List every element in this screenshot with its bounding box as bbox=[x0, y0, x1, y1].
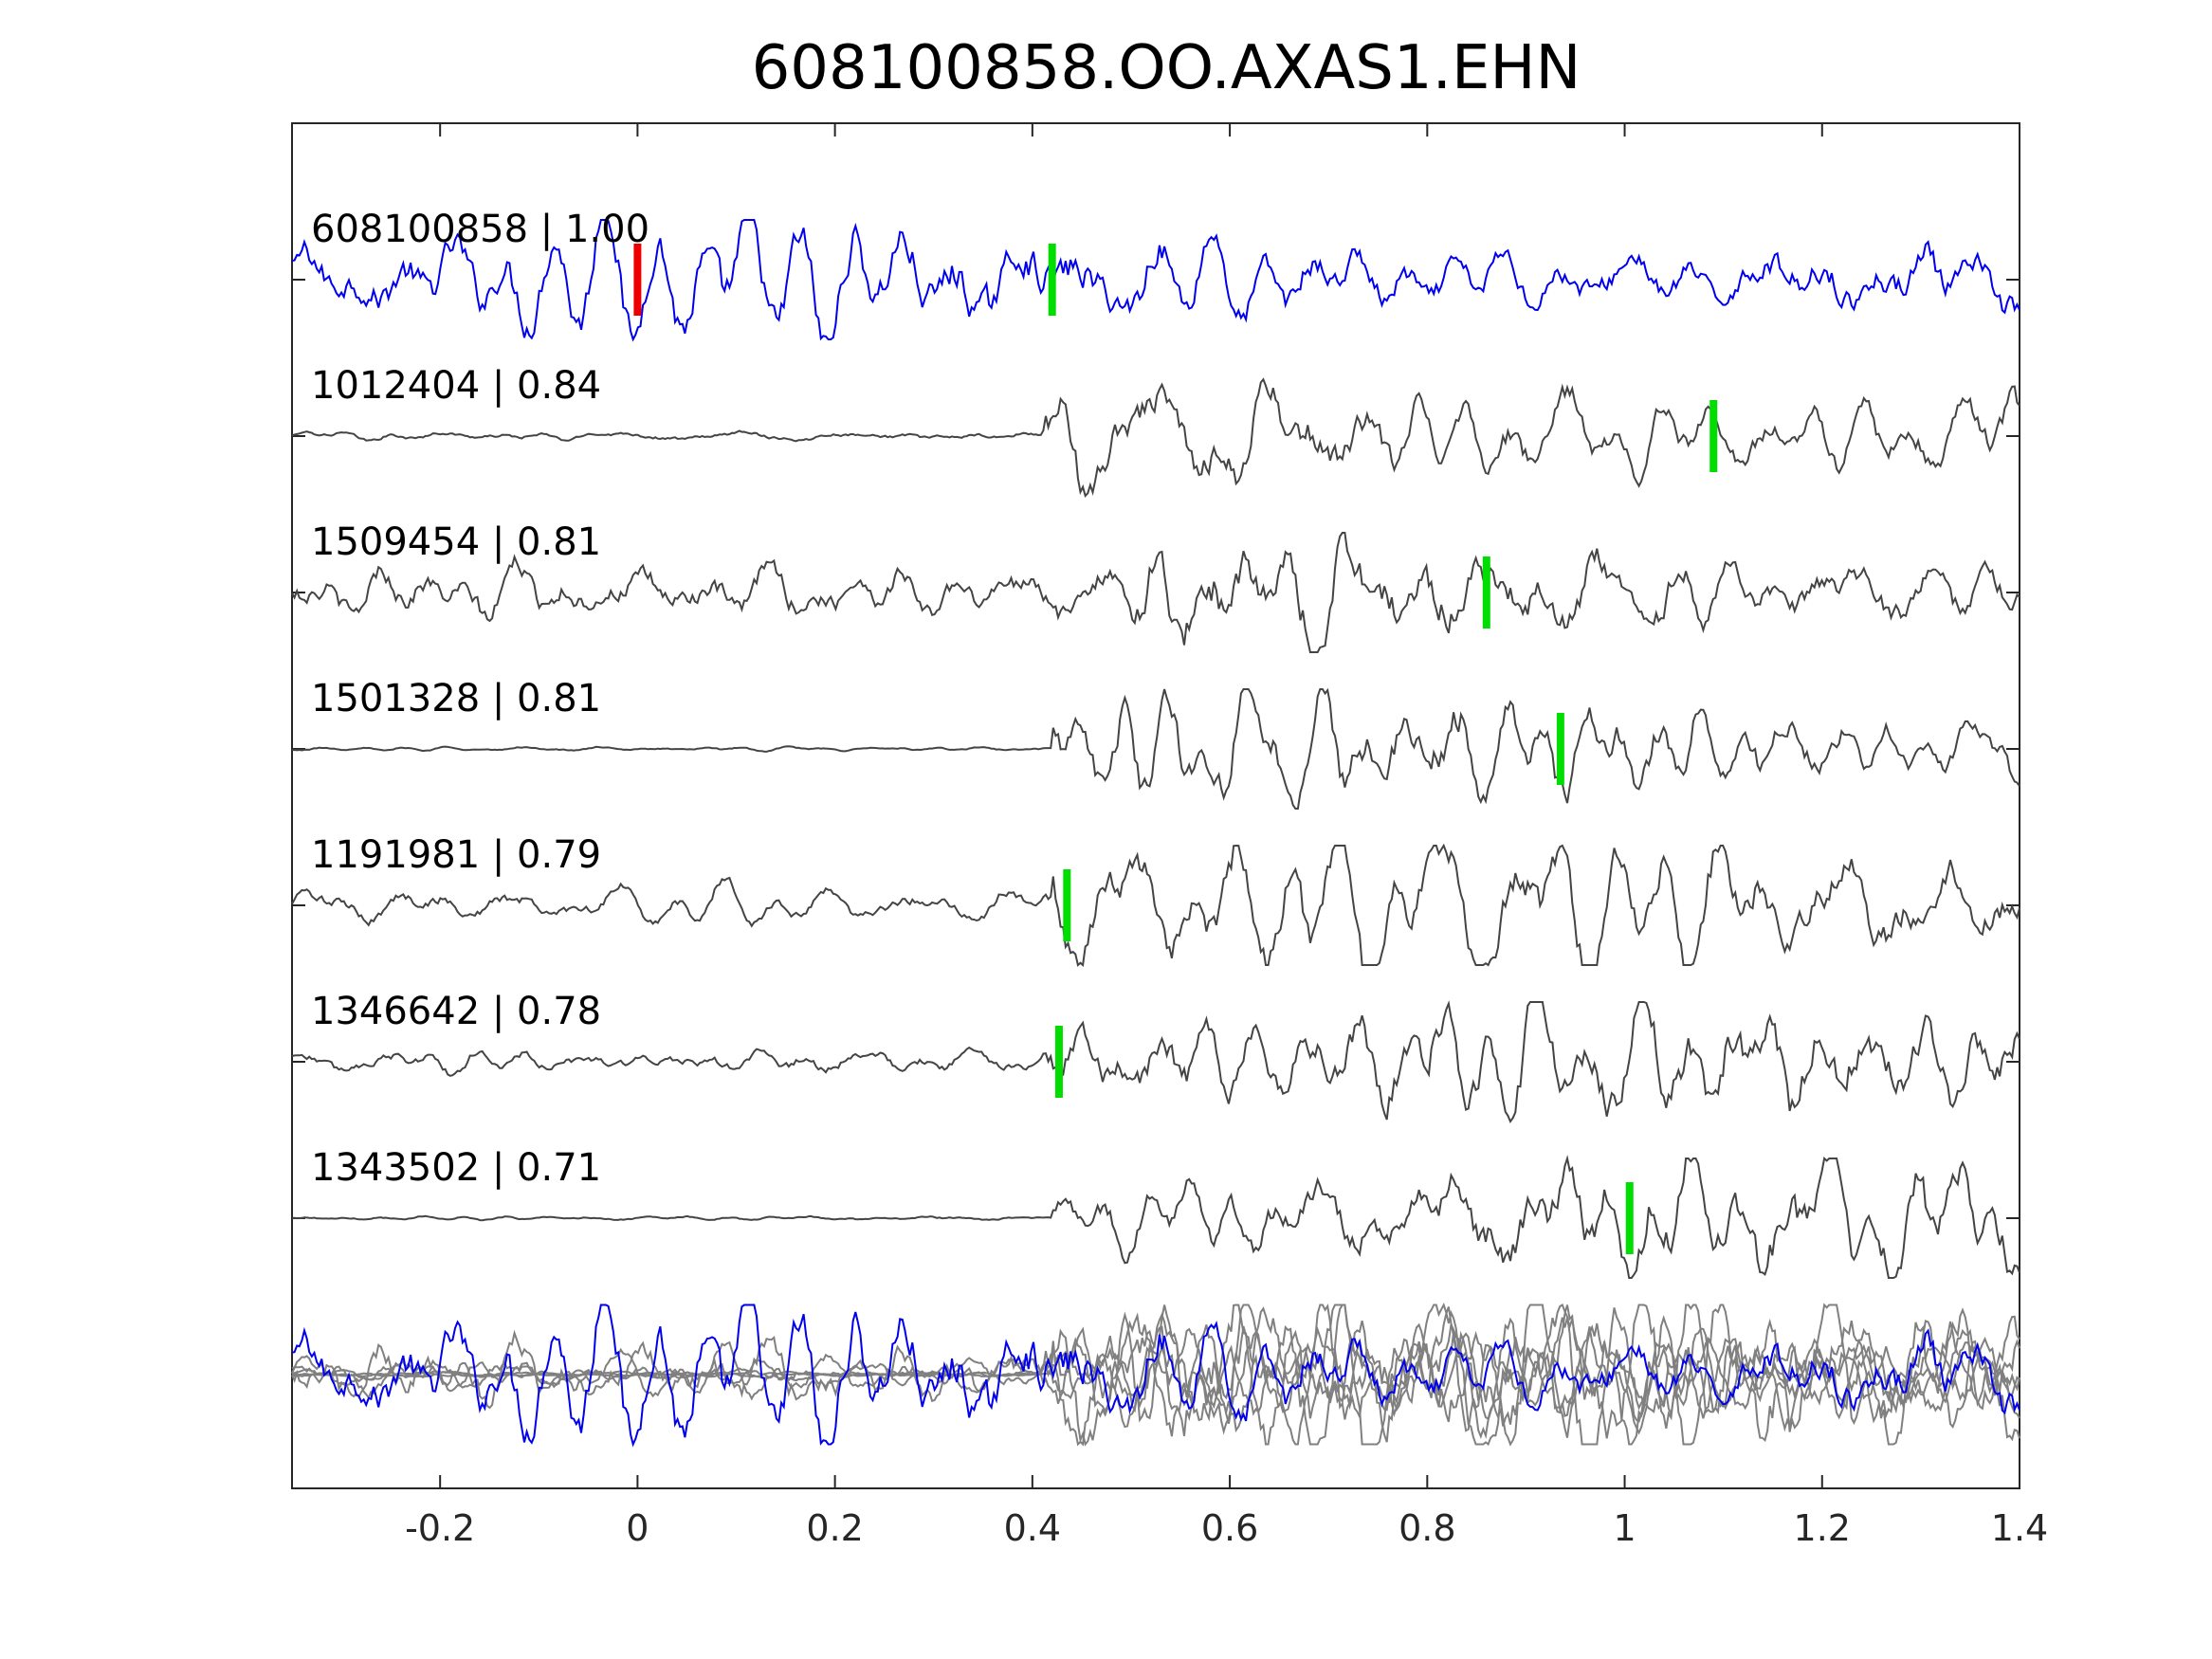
trace-label-1509454: 1509454 | 0.81 bbox=[311, 520, 601, 564]
trace-label-1346642: 1346642 | 0.78 bbox=[311, 990, 601, 1033]
trace-line-1346642 bbox=[291, 1000, 2020, 1124]
overlay-line-1343502 bbox=[291, 1303, 2020, 1446]
axes-box bbox=[291, 122, 2020, 1489]
trace-labels: 608100858 | 1.00 1012404 | 0.84 1509454 | … bbox=[311, 208, 649, 1190]
x-axis-ticks: -0.2 0 0.2 0.4 0.6 0.8 1 1.2 1.4 bbox=[292, 123, 2048, 1549]
trace-line-1012404 bbox=[291, 377, 2020, 498]
x-tick-label: 0.4 bbox=[1004, 1507, 1061, 1549]
overlay-line-1509454 bbox=[291, 1304, 2020, 1446]
trace-line-608100858 bbox=[291, 219, 2020, 342]
x-tick-label: 0.8 bbox=[1398, 1507, 1455, 1549]
trace-label-608100858: 608100858 | 1.00 bbox=[311, 208, 649, 251]
x-tick-label: 0.6 bbox=[1201, 1507, 1258, 1549]
chart-title: 608100858.OO.AXAS1.EHN bbox=[752, 33, 1581, 103]
overlay-line-608100858 bbox=[291, 1304, 2020, 1448]
phase-picks bbox=[633, 244, 1718, 1254]
x-tick-label: 0.2 bbox=[806, 1507, 863, 1549]
x-tick-label: 1.4 bbox=[1991, 1507, 2048, 1549]
trace-label-1501328: 1501328 | 0.81 bbox=[311, 677, 601, 720]
trace-label-1191981: 1191981 | 0.79 bbox=[311, 833, 601, 877]
x-tick-label: 1 bbox=[1613, 1507, 1636, 1549]
trace-label-1343502: 1343502 | 0.71 bbox=[311, 1146, 601, 1190]
trace-line-1191981 bbox=[291, 843, 2020, 967]
trace-line-1509454 bbox=[291, 532, 2020, 653]
x-tick-label: -0.2 bbox=[405, 1507, 475, 1549]
traces-layer bbox=[291, 219, 2020, 1279]
trace-line-1501328 bbox=[291, 687, 2020, 810]
trace-line-1343502 bbox=[292, 1155, 2020, 1279]
trace-label-1012404: 1012404 | 0.84 bbox=[311, 364, 601, 408]
x-tick-label: 1.2 bbox=[1794, 1507, 1851, 1549]
x-tick-label: 0 bbox=[626, 1507, 649, 1549]
overlay-stack bbox=[291, 1302, 2020, 1448]
